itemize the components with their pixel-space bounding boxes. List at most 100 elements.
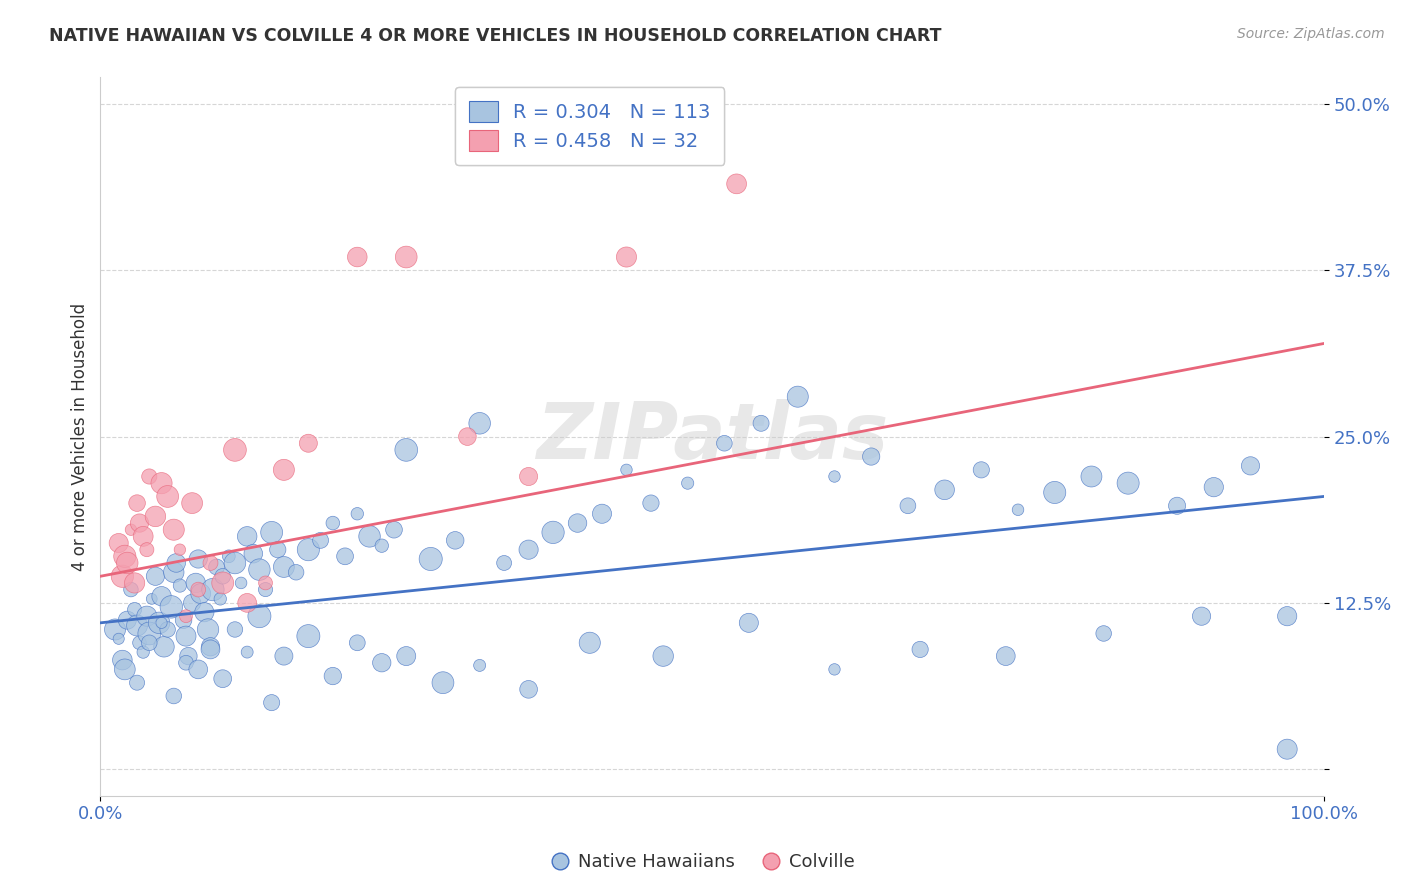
Point bbox=[395, 442, 418, 457]
Point bbox=[156, 490, 179, 504]
Point bbox=[260, 525, 283, 540]
Point bbox=[333, 549, 356, 564]
Point bbox=[346, 636, 368, 650]
Point bbox=[432, 675, 454, 690]
Point bbox=[150, 589, 173, 603]
Point bbox=[517, 469, 540, 483]
Point bbox=[173, 613, 195, 627]
Point bbox=[260, 696, 283, 710]
Point bbox=[163, 523, 186, 537]
Point bbox=[224, 442, 246, 457]
Point bbox=[120, 523, 142, 537]
Point bbox=[786, 390, 808, 404]
Point bbox=[897, 499, 920, 513]
Point bbox=[163, 689, 186, 703]
Point bbox=[190, 586, 212, 600]
Point bbox=[107, 536, 129, 550]
Legend: Native Hawaiians, Colville: Native Hawaiians, Colville bbox=[544, 847, 862, 879]
Point bbox=[242, 547, 264, 561]
Point bbox=[138, 636, 160, 650]
Point bbox=[197, 623, 219, 637]
Point bbox=[132, 645, 155, 659]
Point bbox=[285, 566, 308, 580]
Point bbox=[114, 662, 136, 676]
Point bbox=[322, 516, 344, 530]
Point bbox=[187, 582, 209, 597]
Point bbox=[346, 250, 368, 264]
Legend: R = 0.304   N = 113, R = 0.458   N = 32: R = 0.304 N = 113, R = 0.458 N = 32 bbox=[456, 87, 724, 164]
Point bbox=[153, 640, 176, 654]
Point bbox=[114, 549, 136, 564]
Y-axis label: 4 or more Vehicles in Household: 4 or more Vehicles in Household bbox=[72, 302, 89, 571]
Point bbox=[273, 560, 295, 574]
Point bbox=[1166, 499, 1188, 513]
Point bbox=[169, 578, 191, 592]
Point bbox=[254, 582, 277, 597]
Point bbox=[713, 436, 735, 450]
Point bbox=[273, 649, 295, 664]
Point bbox=[145, 569, 167, 583]
Point bbox=[640, 496, 662, 510]
Point bbox=[236, 596, 259, 610]
Point bbox=[165, 556, 187, 570]
Point bbox=[517, 542, 540, 557]
Point bbox=[824, 662, 846, 676]
Point bbox=[145, 509, 167, 524]
Point bbox=[132, 529, 155, 543]
Point bbox=[156, 623, 179, 637]
Point bbox=[652, 649, 675, 664]
Point bbox=[934, 483, 956, 497]
Text: Source: ZipAtlas.com: Source: ZipAtlas.com bbox=[1237, 27, 1385, 41]
Point bbox=[193, 605, 215, 619]
Point bbox=[1116, 476, 1139, 491]
Point bbox=[860, 450, 883, 464]
Point bbox=[824, 469, 846, 483]
Point bbox=[236, 529, 259, 543]
Point bbox=[1277, 609, 1299, 624]
Point bbox=[111, 569, 134, 583]
Point bbox=[169, 542, 191, 557]
Point bbox=[1202, 480, 1225, 494]
Point bbox=[359, 529, 381, 543]
Point bbox=[297, 436, 319, 450]
Point bbox=[1007, 502, 1029, 516]
Point bbox=[138, 626, 160, 640]
Point bbox=[1043, 485, 1066, 500]
Point bbox=[174, 629, 197, 643]
Point bbox=[517, 682, 540, 697]
Point bbox=[181, 596, 204, 610]
Point bbox=[135, 609, 157, 624]
Text: ZIPatlas: ZIPatlas bbox=[536, 399, 889, 475]
Point bbox=[117, 556, 139, 570]
Point bbox=[177, 649, 200, 664]
Point bbox=[107, 632, 129, 646]
Point bbox=[120, 582, 142, 597]
Point bbox=[117, 613, 139, 627]
Point bbox=[200, 640, 222, 654]
Point bbox=[181, 496, 204, 510]
Point bbox=[200, 556, 222, 570]
Point bbox=[738, 615, 761, 630]
Point bbox=[297, 542, 319, 557]
Point bbox=[749, 417, 772, 431]
Point bbox=[218, 549, 240, 564]
Point bbox=[148, 615, 170, 630]
Point bbox=[578, 636, 600, 650]
Point bbox=[104, 623, 127, 637]
Point bbox=[468, 658, 491, 673]
Point bbox=[236, 645, 259, 659]
Point bbox=[908, 642, 931, 657]
Point bbox=[150, 476, 173, 491]
Point bbox=[591, 507, 613, 521]
Point bbox=[273, 463, 295, 477]
Point bbox=[395, 250, 418, 264]
Point bbox=[229, 576, 252, 591]
Point bbox=[1191, 609, 1213, 624]
Point bbox=[249, 609, 271, 624]
Point bbox=[616, 250, 638, 264]
Point bbox=[128, 636, 150, 650]
Point bbox=[201, 582, 224, 597]
Point bbox=[125, 496, 148, 510]
Point bbox=[994, 649, 1017, 664]
Point bbox=[1092, 626, 1115, 640]
